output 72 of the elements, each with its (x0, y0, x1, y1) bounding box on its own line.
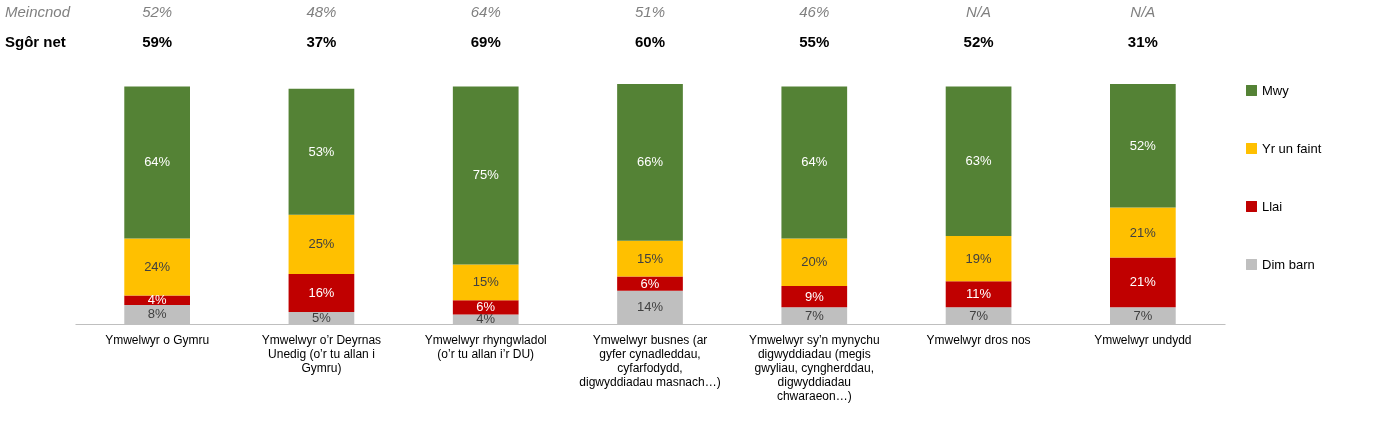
bar (945, 281, 1012, 308)
text: 59% (142, 33, 173, 50)
bar (945, 236, 1012, 282)
text: 55% (799, 33, 830, 50)
bar (1110, 207, 1176, 258)
data-label: 6% (640, 275, 660, 291)
data-label: 20% (801, 254, 828, 270)
data-label: 7% (969, 307, 989, 323)
legend-label: Llai (1262, 198, 1283, 214)
bar (288, 274, 355, 313)
bar (945, 86, 1012, 237)
bar (452, 264, 519, 301)
data-label: 75% (472, 167, 500, 183)
data-label: 25% (308, 236, 335, 252)
data-label: 24% (144, 258, 171, 274)
data-label: 5% (312, 310, 332, 326)
data-label: 7% (804, 307, 825, 323)
data-label: 66% (636, 154, 664, 170)
data-label: 15% (472, 274, 500, 290)
data-label: 52% (1129, 137, 1157, 153)
bar (1110, 257, 1176, 308)
text: 51% (634, 3, 666, 20)
text: 31% (1127, 33, 1158, 50)
x-tick-label: Ymwelwyr o Gymru (105, 332, 210, 347)
bar (781, 285, 848, 308)
text: Meincnod (5, 3, 71, 20)
data-label: 53% (308, 143, 335, 159)
text: 69% (470, 33, 501, 50)
x-tick-label: Ymwelwyr dros nos (926, 332, 1031, 347)
text: N/A (1130, 3, 1156, 20)
bar (617, 84, 683, 241)
bar (781, 86, 848, 239)
bar (781, 238, 848, 286)
data-label: 4% (147, 292, 167, 308)
data-label: 21% (1129, 224, 1157, 240)
text: 52% (142, 3, 173, 20)
data-label: 64% (144, 154, 171, 170)
text: 64% (470, 3, 501, 20)
bar (617, 240, 683, 277)
text: 37% (306, 33, 337, 50)
data-label: 11% (966, 286, 992, 302)
bar (288, 88, 355, 215)
text: 48% (306, 3, 337, 20)
bar (124, 86, 190, 239)
x-tick-label: Ymwelwyr undydd (1094, 332, 1192, 347)
text: 52% (963, 33, 994, 50)
data-label: 19% (965, 250, 993, 266)
legend-label: Mwy (1262, 82, 1290, 98)
text: N/A (966, 3, 992, 20)
x-tick-label: Ymwelwyr sy’n mynychu digwyddiadau (megis gwyliau, cyngherddau, digwyddiadau chwaraeon…) (748, 332, 880, 403)
x-tick-label: Ymwelwyr o’r Deyrnas Unedig (o’r tu allan i Gymru) (261, 332, 382, 375)
data-label: 16% (308, 285, 335, 301)
data-label: 64% (801, 154, 828, 170)
bar (124, 238, 190, 296)
bar (288, 214, 355, 275)
text: 60% (634, 33, 666, 50)
text: Sgôr net (5, 33, 66, 50)
bar (452, 86, 519, 265)
data-label: 7% (1133, 307, 1153, 323)
bar (1110, 84, 1176, 208)
data-label: 9% (804, 288, 825, 304)
data-label: 21% (1129, 274, 1157, 290)
bar (617, 276, 683, 291)
legend-label: Yr un faint (1262, 140, 1322, 156)
x-tick-label: Ymwelwyr busnes (ar gyfer cynadleddau, cyfarfodydd, digwyddiadau masnach…) (579, 332, 721, 389)
legend-label: Dim barn (1262, 256, 1315, 272)
x-tick-label: Ymwelwyr rhyngwladol (o’r tu allan i’r DU) (424, 332, 547, 361)
data-label: 14% (636, 299, 664, 315)
data-label: 15% (636, 250, 664, 266)
text: 46% (799, 3, 830, 20)
data-label: 63% (965, 153, 993, 169)
data-label: 8% (147, 306, 167, 322)
